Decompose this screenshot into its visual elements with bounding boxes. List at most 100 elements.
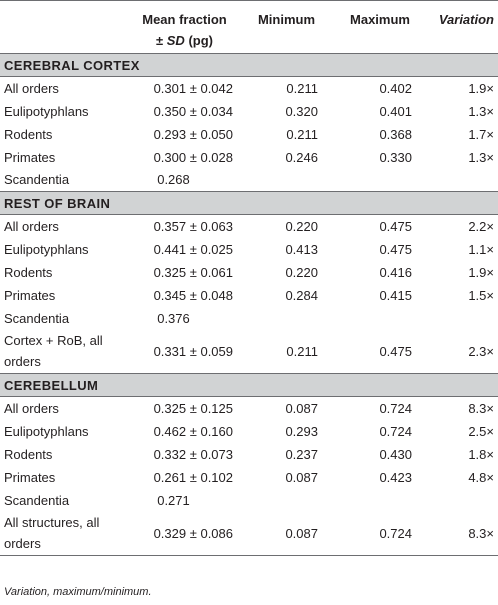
- mean-fraction-cell: 0.325 ± 0.125: [153, 400, 233, 416]
- variation-cell: 1.5×: [468, 287, 494, 303]
- mean-fraction-cell: 0.332 ± 0.073: [153, 446, 233, 462]
- table-row: Cortex + RoB, all orders 0.331 ± 0.059 0.2…: [0, 330, 498, 374]
- table-body: CEREBRAL CORTEX All orders 0.301 ± 0.042 0.…: [0, 53, 498, 556]
- maximum-cell: 0.724: [379, 423, 412, 439]
- maximum-cell: [325, 169, 422, 192]
- variation-cell: 1.9×: [468, 264, 494, 280]
- maximum-cell: 0.475: [379, 241, 412, 257]
- variation-cell: 2.2×: [468, 218, 494, 234]
- variation-cell: [422, 307, 498, 330]
- variation-cell: 1.7×: [468, 126, 494, 142]
- minimum-cell: 0.246: [285, 149, 318, 165]
- table-row: Rodents 0.293 ± 0.050 0.211 0.368 1.7×: [0, 123, 498, 146]
- mean-fraction-cell: 0.345 ± 0.048: [153, 287, 233, 303]
- maximum-cell: 0.416: [379, 264, 412, 280]
- row-label: Cortex + RoB, all orders: [4, 333, 103, 370]
- table-header-row: Mean fraction ± SD (pg) Minimum Maximum …: [0, 0, 498, 54]
- maximum-cell: 0.475: [379, 343, 412, 359]
- minimum-cell: 0.211: [286, 80, 318, 96]
- minimum-cell: 0.087: [241, 511, 325, 556]
- row-label: Eulipotyphlans: [4, 241, 89, 257]
- minimum-cell: 0.320: [285, 103, 318, 119]
- header-mean-sd: SD: [166, 33, 185, 48]
- header-mean-line1: Mean fraction: [142, 12, 227, 27]
- minimum-cell: 0.220: [285, 218, 318, 234]
- mean-fraction-cell: 0.350 ± 0.034: [153, 103, 233, 119]
- section-row: CEREBRAL CORTEX: [0, 53, 498, 77]
- maximum-cell: [325, 307, 422, 330]
- minimum-cell: 0.284: [285, 287, 318, 303]
- variation-cell: 8.3×: [468, 400, 494, 416]
- minimum-cell: [241, 169, 325, 192]
- table-row: Eulipotyphlans 0.350 ± 0.034 0.320 0.401 1.3…: [0, 100, 498, 123]
- minimum-cell: 0.087: [285, 400, 318, 416]
- table-row: Primates 0.261 ± 0.102 0.087 0.423 4.8×: [0, 466, 498, 489]
- row-label: Scandentia: [4, 492, 70, 508]
- variation-cell: 1.9×: [468, 80, 494, 96]
- table-row: Scandentia 0.271: [0, 489, 498, 512]
- row-label: Eulipotyphlans: [4, 423, 89, 439]
- row-label: Rodents: [4, 126, 53, 142]
- row-label: All structures, all orders: [0, 511, 128, 556]
- table-row: All orders 0.301 ± 0.042 0.211 0.402 1.9×: [0, 77, 498, 100]
- variation-cell: 2.3×: [468, 343, 494, 359]
- maximum-cell: 0.430: [379, 446, 412, 462]
- minimum-cell: 0.087: [285, 469, 318, 485]
- maximum-cell: 0.415: [379, 287, 412, 303]
- mean-fraction-cell: 0.325 ± 0.061: [153, 264, 233, 280]
- header-mean-unit: (pg): [184, 33, 213, 48]
- row-label: Primates: [4, 149, 56, 165]
- mean-fraction-cell: 0.300 ± 0.028: [153, 149, 233, 165]
- table-row: Scandentia 0.268: [0, 169, 498, 192]
- maximum-cell: 0.724: [325, 511, 422, 556]
- mean-fraction-cell: 0.261 ± 0.102: [153, 469, 233, 485]
- maximum-cell: 0.423: [379, 469, 412, 485]
- table-row: Eulipotyphlans 0.462 ± 0.160 0.293 0.724 2.5…: [0, 420, 498, 443]
- section-title: CEREBELLUM: [0, 373, 498, 397]
- mean-fraction-cell: 0.301 ± 0.042: [153, 80, 233, 96]
- table-row: All structures, all orders 0.329 ± 0.086 0…: [0, 511, 498, 556]
- row-label: Scandentia: [4, 310, 70, 326]
- mean-fraction-cell: 0.329 ± 0.086: [128, 511, 241, 556]
- table-row: Primates 0.300 ± 0.028 0.246 0.330 1.3×: [0, 146, 498, 169]
- table-footnote: Variation, maximum/minimum.: [4, 586, 152, 598]
- minimum-cell: [241, 489, 325, 512]
- section-title: REST OF BRAIN: [0, 191, 498, 215]
- minimum-cell: 0.211: [286, 343, 318, 359]
- variation-cell: 1.3×: [468, 103, 494, 119]
- dna-fraction-table: Mean fraction ± SD (pg) Minimum Maximum …: [0, 0, 498, 556]
- header-mean-fraction: Mean fraction ± SD (pg): [128, 0, 241, 54]
- maximum-cell: 0.368: [379, 126, 412, 142]
- variation-cell: 1.1×: [468, 241, 494, 257]
- mean-fraction-cell: 0.357 ± 0.063: [153, 218, 233, 234]
- mean-fraction-cell: 0.462 ± 0.160: [153, 423, 233, 439]
- table-row: Rodents 0.325 ± 0.061 0.220 0.416 1.9×: [0, 261, 498, 284]
- mean-fraction-cell: 0.441 ± 0.025: [153, 241, 233, 257]
- maximum-cell: 0.724: [379, 400, 412, 416]
- maximum-cell: 0.475: [379, 218, 412, 234]
- maximum-cell: 0.401: [379, 103, 412, 119]
- section-row: CEREBELLUM: [0, 373, 498, 397]
- variation-cell: [422, 489, 498, 512]
- header-mean-pm: ±: [156, 33, 167, 48]
- maximum-cell: [325, 489, 422, 512]
- section-title: CEREBRAL CORTEX: [0, 53, 498, 77]
- minimum-cell: [241, 307, 325, 330]
- minimum-cell: 0.237: [285, 446, 318, 462]
- row-label: Rodents: [4, 264, 53, 280]
- variation-cell: 1.3×: [468, 149, 494, 165]
- row-label: Primates: [4, 469, 56, 485]
- table-row: All orders 0.357 ± 0.063 0.220 0.475 2.2×: [0, 215, 498, 238]
- row-label: Eulipotyphlans: [4, 103, 89, 119]
- minimum-cell: 0.293: [285, 423, 318, 439]
- header-minimum: Minimum: [241, 0, 325, 54]
- mean-fraction-cell: 0.331 ± 0.059: [153, 343, 233, 359]
- mean-fraction-cell: 0.293 ± 0.050: [153, 126, 233, 142]
- header-empty-cell: [0, 0, 128, 54]
- table-row: Eulipotyphlans 0.441 ± 0.025 0.413 0.475 1.1…: [0, 238, 498, 261]
- maximum-cell: 0.330: [379, 149, 412, 165]
- minimum-cell: 0.220: [285, 264, 318, 280]
- table-row: Rodents 0.332 ± 0.073 0.237 0.430 1.8×: [0, 443, 498, 466]
- table-row: Primates 0.345 ± 0.048 0.284 0.415 1.5×: [0, 284, 498, 307]
- mean-fraction-cell: 0.268: [157, 172, 190, 188]
